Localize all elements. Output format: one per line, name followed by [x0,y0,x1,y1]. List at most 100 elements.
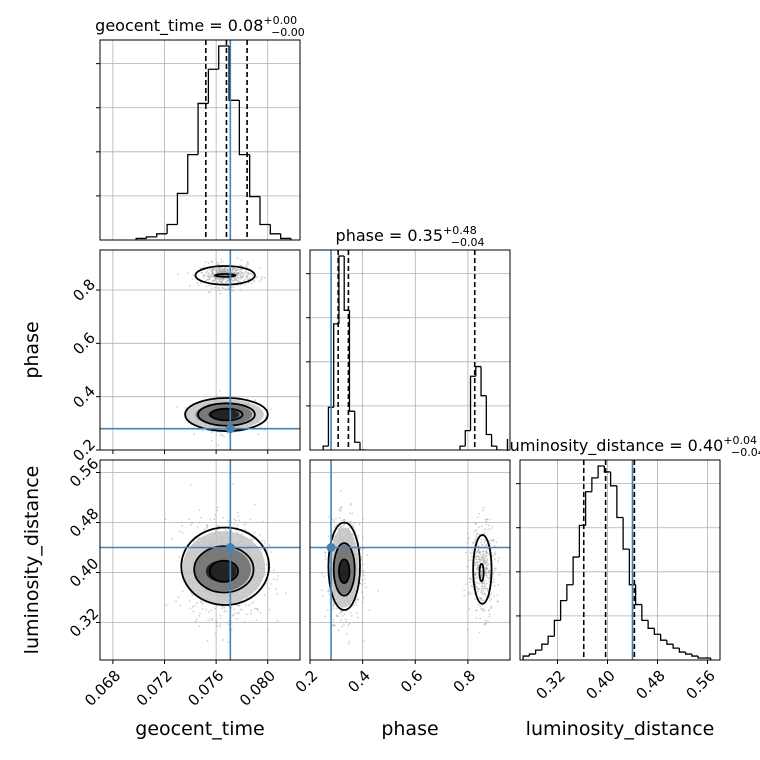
sample-point [237,273,240,276]
sample-point [479,597,482,600]
sample-point [487,570,490,572]
sample-point [199,281,202,284]
sample-point [222,277,225,280]
sample-point [332,624,335,627]
sample-point [210,260,213,263]
contour-level [209,407,244,422]
sample-point [217,268,220,271]
sample-point [268,544,271,547]
sample-point [488,539,491,542]
sample-point [476,565,478,567]
sample-point [197,521,200,524]
sample-point [359,548,362,551]
sample-point [222,260,225,263]
sample-point [247,271,249,274]
sample-point [377,590,379,592]
sample-point [349,512,352,515]
sample-point [181,590,184,593]
sample-point [244,521,247,524]
sample-point [221,277,224,280]
sample-point [259,611,262,614]
sample-point [219,271,222,274]
sample-point [235,274,238,277]
sample-point [225,277,228,280]
sample-point [488,577,491,579]
sample-point [263,594,266,596]
sample-point [227,520,230,522]
sample-point [215,529,217,532]
sample-point [486,576,489,579]
sample-point [474,581,477,584]
sample-point [485,574,487,577]
sample-point [231,269,234,272]
histogram-bar [279,233,291,240]
sample-point [225,268,228,271]
sample-point [231,280,234,283]
sample-point [485,572,487,575]
sample-point [485,543,488,546]
sample-point [249,612,252,615]
sample-point [225,271,228,274]
sample-point [477,549,479,552]
sample-point [238,271,241,274]
sample-point [480,598,483,601]
sample-point [484,579,487,582]
sample-point [210,609,213,612]
sample-point [482,582,484,585]
sample-point [223,270,226,273]
sample-point [270,551,273,553]
sample-point [189,599,191,602]
sample-point [493,569,496,572]
histogram-bar [485,395,492,436]
sample-point [472,542,475,544]
sample-point [349,611,352,614]
sample-point [463,589,466,592]
sample-point [485,561,488,564]
scatter-frame [99,249,301,451]
sample-point [216,277,219,279]
sample-point [217,269,220,272]
sample-point [349,622,351,625]
sample-point [240,268,242,271]
contour-level [208,559,239,583]
contour-level [327,521,361,611]
sample-point [276,593,278,595]
sample-point [216,270,218,273]
sample-point [238,604,241,607]
histogram-bar [187,153,199,194]
sample-point [220,607,223,610]
sample-point [239,277,242,280]
sample-point [475,571,478,574]
sample-point [475,522,478,525]
sample-point [479,550,482,553]
sample-point [221,271,224,274]
sample-point [201,602,204,605]
sample-point [227,285,230,288]
sample-point [219,267,221,270]
y-axis-label-phase: phase [21,321,43,378]
histogram-panel-phase [310,250,510,450]
sample-point [484,572,487,574]
sample-point [482,506,485,509]
sample-point [240,275,243,277]
sample-point [257,433,260,436]
sample-point [215,281,218,283]
histogram-bar [469,375,476,431]
sample-point [212,268,214,270]
sample-point [247,262,249,265]
sample-point [486,558,489,561]
histogram-bar [622,517,630,550]
sample-point [337,615,340,618]
sample-point [363,574,366,577]
sample-point [355,604,358,607]
sample-point [361,579,364,582]
sample-point [362,596,365,599]
sample-point [246,263,249,266]
sample-point [207,275,210,278]
sample-point [224,269,226,272]
sample-point [217,263,220,266]
sample-point [485,555,488,557]
sample-point [477,556,480,559]
sample-point [235,279,238,281]
sample-point [497,600,500,603]
